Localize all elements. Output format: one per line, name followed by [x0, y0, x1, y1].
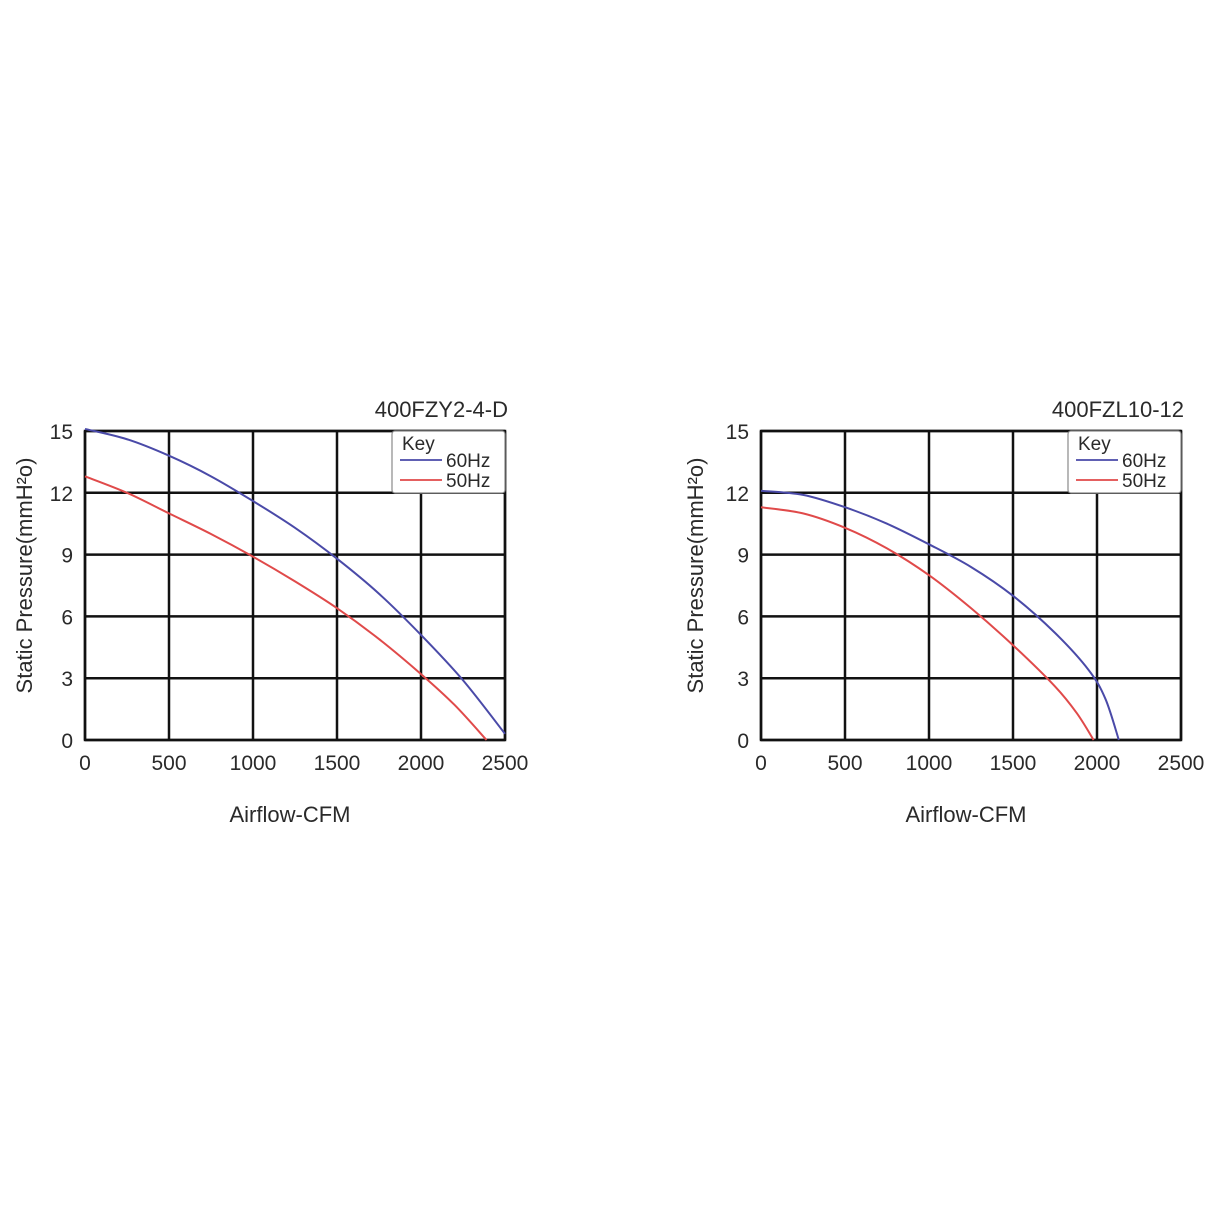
legend-label-50hz: 50Hz — [1122, 471, 1166, 492]
y-tick-label: 9 — [737, 545, 749, 568]
plot-frame — [83, 429, 507, 742]
chart-panel-2: 400FZL10-12 0 500 1000 1500 2000 2500 0 3 6 9 12 15 A… — [683, 397, 1204, 827]
legend-title: Key — [1078, 434, 1111, 455]
x-tick-label: 0 — [755, 752, 767, 775]
series-line-50hz — [760, 506, 1095, 741]
y-tick-label: 15 — [726, 421, 749, 444]
x-axis-label: Airflow-CFM — [230, 802, 351, 827]
series-line-60hz — [760, 489, 1120, 741]
x-tick-label: 1500 — [314, 752, 361, 775]
series-line-60hz — [84, 427, 506, 735]
plot-frame — [759, 429, 1183, 742]
x-tick-label: 2000 — [1074, 752, 1121, 775]
x-tick-label: 0 — [79, 752, 91, 775]
y-tick-label: 9 — [61, 545, 73, 568]
series-line-50hz — [84, 475, 488, 741]
y-tick-label: 12 — [726, 483, 749, 506]
y-tick-label: 3 — [737, 668, 749, 691]
x-tick-label: 500 — [827, 752, 862, 775]
legend-box — [1067, 430, 1182, 494]
y-tick-label: 12 — [50, 483, 73, 506]
y-axis-label: Static Pressure(mmH²o) — [683, 458, 708, 694]
legend-title: Key — [402, 434, 435, 455]
y-tick-label: 6 — [737, 606, 749, 629]
x-tick-label: 2500 — [482, 752, 529, 775]
x-tick-label: 1000 — [230, 752, 277, 775]
y-tick-label: 0 — [61, 730, 73, 753]
y-tick-label: 15 — [50, 421, 73, 444]
x-tick-label: 1000 — [906, 752, 953, 775]
y-tick-label: 3 — [61, 668, 73, 691]
chart-title: 400FZY2-4-D — [375, 397, 508, 422]
x-tick-label: 1500 — [990, 752, 1037, 775]
chart-panel-1: 400FZY2-4-D 0 500 1000 1500 2000 2500 0 3 6 9 12 15 A… — [12, 397, 528, 827]
y-tick-label: 0 — [737, 730, 749, 753]
legend-box — [391, 430, 506, 494]
x-axis-label: Airflow-CFM — [906, 802, 1027, 827]
y-axis-label: Static Pressure(mmH²o) — [12, 458, 37, 694]
legend-label-60hz: 60Hz — [446, 451, 490, 472]
x-tick-label: 2000 — [398, 752, 445, 775]
x-tick-label: 500 — [151, 752, 186, 775]
y-tick-label: 6 — [61, 606, 73, 629]
legend-label-60hz: 60Hz — [1122, 451, 1166, 472]
x-tick-label: 2500 — [1158, 752, 1205, 775]
legend-label-50hz: 50Hz — [446, 471, 490, 492]
chart-title: 400FZL10-12 — [1052, 397, 1184, 422]
